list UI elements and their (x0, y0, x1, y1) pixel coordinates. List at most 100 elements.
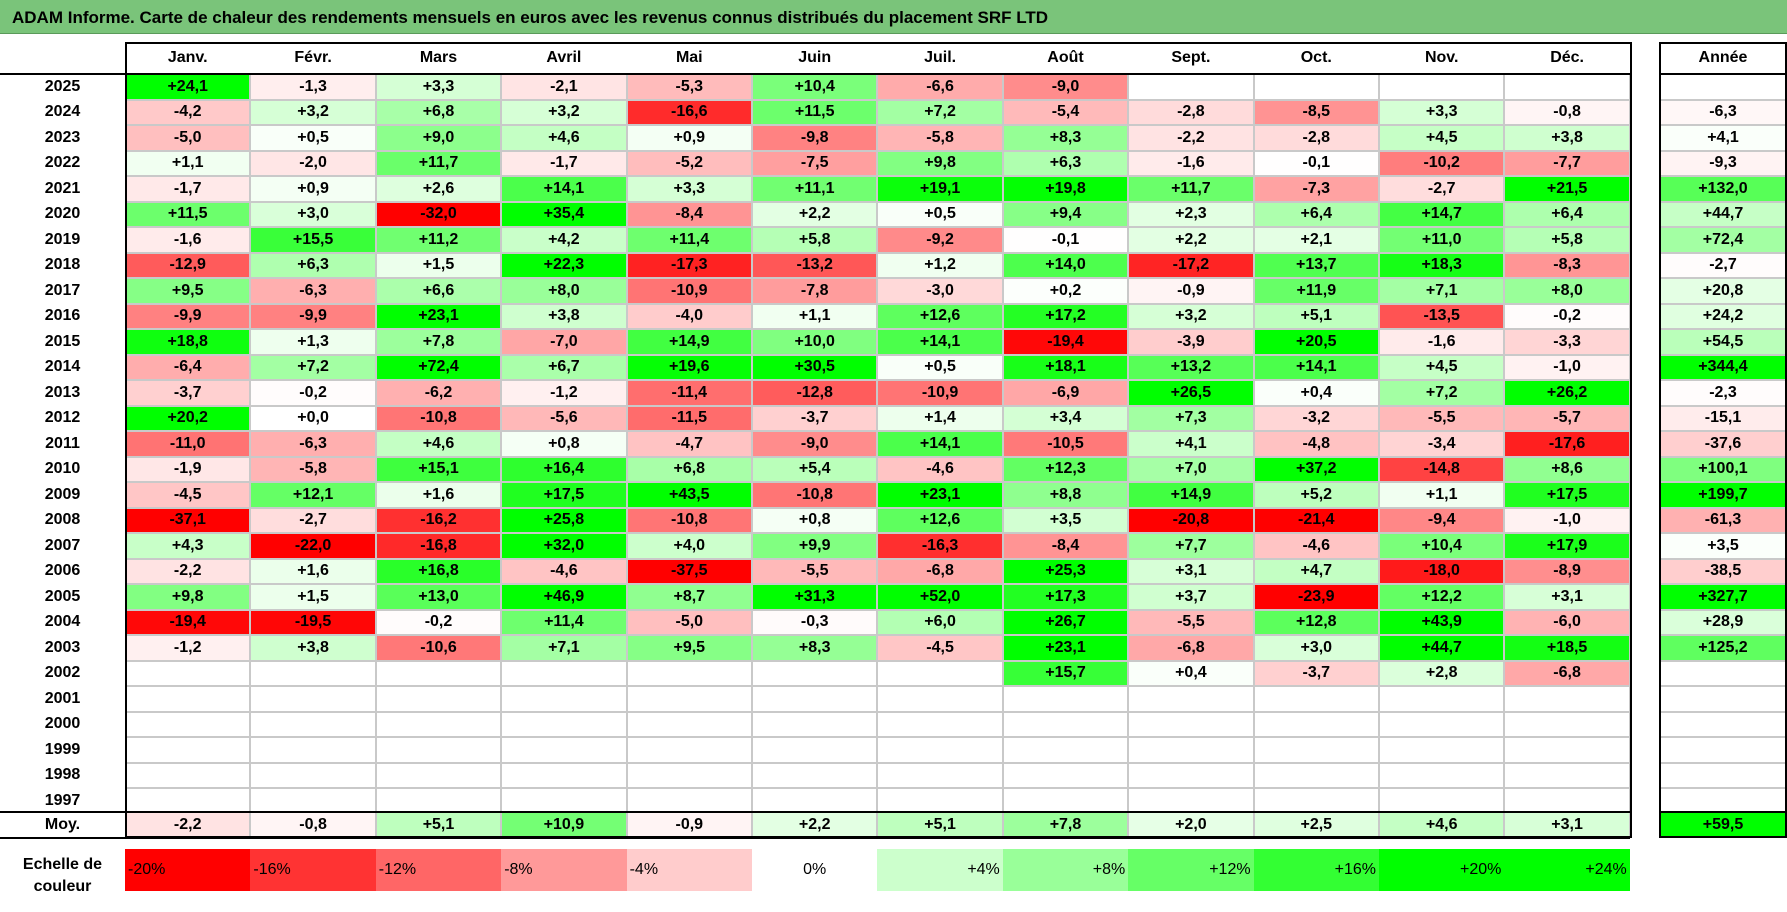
annual-cell: +344,4 (1659, 354, 1787, 380)
heatmap-cell: +18,8 (125, 329, 251, 355)
heatmap-cell: +11,1 (752, 176, 878, 202)
heatmap-cell: -6,2 (375, 380, 502, 406)
heatmap-cell: +4,5 (1379, 125, 1505, 151)
heatmap-cell: +1,3 (250, 329, 376, 355)
year-label: 2016 (44, 307, 81, 325)
heatmap-cell (1504, 737, 1630, 763)
heatmap-cell: -1,6 (1379, 329, 1505, 355)
heatmap-cell: +0,8 (752, 507, 878, 533)
heatmap-cell: +5,8 (752, 227, 878, 253)
heatmap-cell: -21,4 (1253, 507, 1379, 533)
heatmap-cell (752, 686, 878, 712)
heatmap-cell (1002, 686, 1129, 712)
heatmap-cell: +9,0 (375, 125, 502, 151)
heatmap-cell: +2,6 (375, 176, 502, 202)
month-header: Sept. (1171, 49, 1211, 66)
heatmap-cell (1379, 762, 1505, 788)
heatmap-cell: +3,8 (501, 303, 627, 329)
heatmap-cell: +11,9 (1253, 278, 1379, 304)
heatmap-cell: -10,6 (375, 635, 502, 661)
annual-cell: +132,0 (1659, 176, 1787, 202)
color-scale-swatch: -8% (501, 849, 627, 891)
month-header: Mars (419, 49, 458, 66)
heatmap-cell: +1,1 (125, 150, 251, 176)
heatmap-cell (1002, 737, 1129, 763)
heatmap-cell: +0,4 (1253, 380, 1379, 406)
heatmap-cell: +19,6 (626, 354, 752, 380)
heatmap-cell (1128, 762, 1254, 788)
heatmap-cell: +4,5 (1379, 354, 1505, 380)
heatmap-cell (501, 660, 627, 686)
heatmap-cell: +8,6 (1504, 456, 1630, 482)
heatmap-cell: -7,0 (501, 329, 627, 355)
heatmap-cell: +2,2 (752, 201, 878, 227)
heatmap-cell: +13,0 (375, 584, 502, 610)
heatmap-cell: +6,4 (1504, 201, 1630, 227)
heatmap-cell: +30,5 (752, 354, 878, 380)
annual-cell: +3,5 (1659, 533, 1787, 559)
average-cell: +2,0 (1128, 812, 1254, 838)
average-cell: +5,1 (375, 812, 502, 838)
heatmap-cell (375, 711, 502, 737)
heatmap-cell: +5,8 (1504, 227, 1630, 253)
annual-cell: -61,3 (1659, 507, 1787, 533)
heatmap-cell: +1,1 (752, 303, 878, 329)
heatmap-cell: +4,3 (125, 533, 251, 559)
chart-title: ADAM Informe. Carte de chaleur des rende… (12, 8, 1049, 27)
annual-cell (1659, 788, 1787, 814)
heatmap-cell: +21,5 (1504, 176, 1630, 202)
heatmap-cell: -3,7 (125, 380, 251, 406)
heatmap-cell: -5,8 (250, 456, 376, 482)
heatmap-cell: -37,1 (125, 507, 251, 533)
heatmap-cell (752, 788, 878, 814)
heatmap-cell: -1,2 (501, 380, 627, 406)
heatmap-cell: +12,2 (1379, 584, 1505, 610)
annual-cell (1659, 711, 1787, 737)
heatmap-cell: +0,2 (1002, 278, 1129, 304)
heatmap-cell: -0,2 (250, 380, 376, 406)
heatmap-cell: +6,0 (877, 609, 1003, 635)
heatmap-cell: +20,2 (125, 405, 251, 431)
heatmap-cell: +9,9 (752, 533, 878, 559)
heatmap-cell: +8,7 (626, 584, 752, 610)
heatmap-cell (250, 737, 376, 763)
heatmap-cell: +3,8 (250, 635, 376, 661)
heatmap-cell: -8,9 (1504, 558, 1630, 584)
heatmap-cell (877, 737, 1003, 763)
heatmap-cell: +3,3 (626, 176, 752, 202)
heatmap-cell: +5,2 (1253, 482, 1379, 508)
heatmap-cell: +7,0 (1128, 456, 1254, 482)
year-label: 2018 (44, 256, 81, 274)
heatmap-cell: +7,1 (1379, 278, 1505, 304)
heatmap-cell: +11,7 (1128, 176, 1254, 202)
heatmap-cell: +0,9 (626, 125, 752, 151)
heatmap-cell: +7,3 (1128, 405, 1254, 431)
heatmap-cell (1002, 788, 1129, 814)
heatmap-cell: +7,2 (877, 99, 1003, 125)
annual-cell (1659, 660, 1787, 686)
heatmap-cell: +14,1 (501, 176, 627, 202)
heatmap-cell: +9,5 (125, 278, 251, 304)
average-cell: +4,6 (1379, 812, 1505, 838)
heatmap-cell: +3,0 (1253, 635, 1379, 661)
average-cell: +10,9 (501, 812, 627, 838)
heatmap-cell (1504, 686, 1630, 712)
heatmap-cell: -5,3 (626, 74, 752, 100)
heatmap-cell: +8,3 (1002, 125, 1129, 151)
annual-cell: -2,3 (1659, 380, 1787, 406)
heatmap-cell: -2,8 (1253, 125, 1379, 151)
heatmap-cell (501, 737, 627, 763)
color-scale-swatch: -16% (250, 849, 376, 891)
heatmap-cell: +3,7 (1128, 584, 1254, 610)
heatmap-cell (626, 686, 752, 712)
average-cell: -0,9 (626, 812, 752, 838)
heatmap-cell: -6,3 (250, 431, 376, 457)
heatmap-cell: +15,1 (375, 456, 502, 482)
header-divider (0, 73, 1630, 75)
heatmap-cell: -6,9 (1002, 380, 1129, 406)
heatmap-cell (250, 686, 376, 712)
month-header: Mai (675, 49, 703, 66)
month-header: Nov. (1424, 49, 1459, 66)
heatmap-cell: +19,8 (1002, 176, 1129, 202)
